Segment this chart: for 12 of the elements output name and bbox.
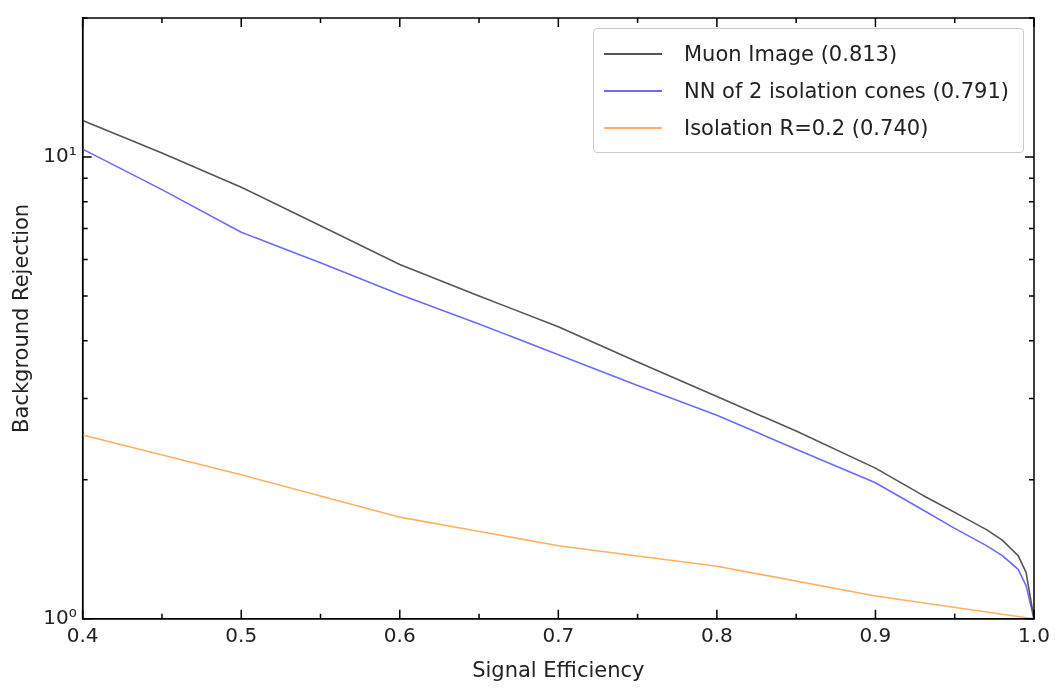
x-tick-label: 0.5	[225, 623, 258, 647]
y-tick-label: 10¹	[43, 143, 77, 168]
x-tick-label: 0.7	[542, 623, 575, 647]
legend-label: NN of 2 isolation cones (0.791)	[683, 78, 1009, 103]
x-tick-label: 0.9	[859, 623, 892, 647]
legend-label: Muon Image (0.813)	[683, 41, 898, 66]
x-axis-title: Signal Efficiency	[472, 657, 645, 682]
x-tick-label: 1.0	[1018, 623, 1050, 647]
y-axis-title: Background Rejection	[9, 203, 34, 433]
x-tick-label: 0.8	[700, 623, 733, 647]
x-tick-label: 0.6	[383, 623, 416, 647]
legend-label: Isolation R=0.2 (0.740)	[683, 115, 929, 140]
